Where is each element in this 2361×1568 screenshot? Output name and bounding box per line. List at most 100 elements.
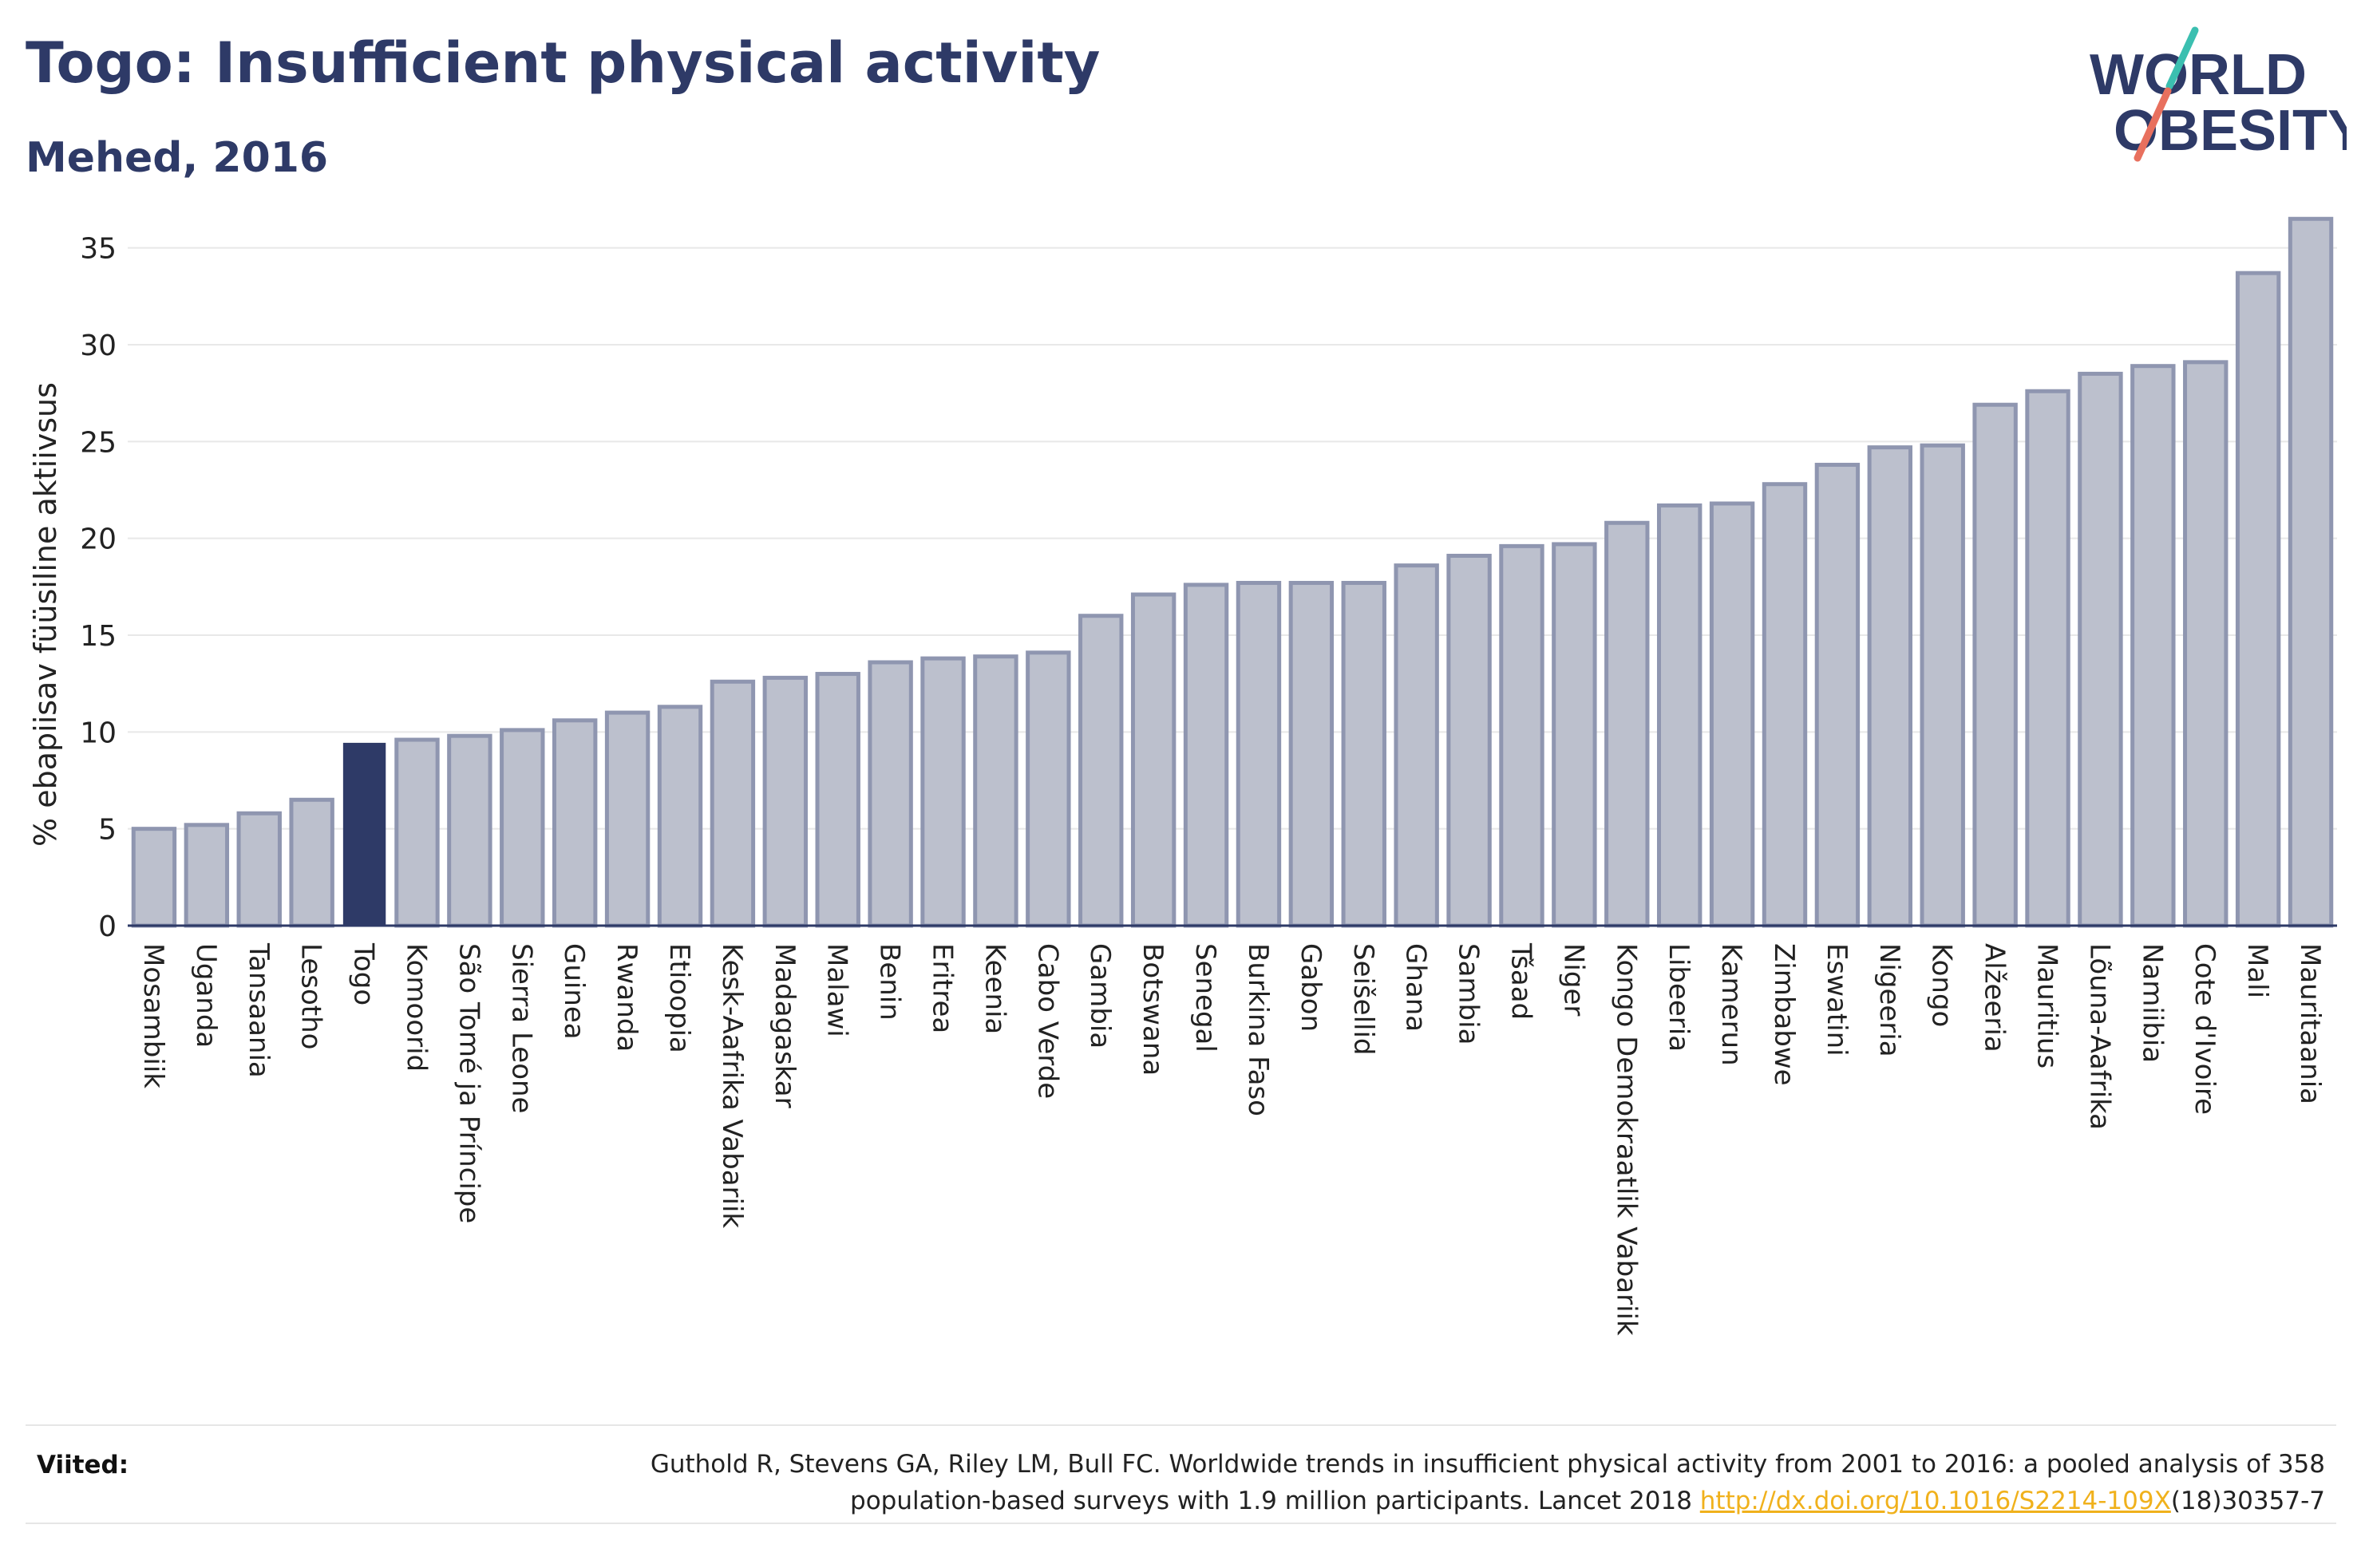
- bar-sambia: [1446, 554, 1492, 928]
- x-tick-label: Rwanda: [611, 943, 643, 1052]
- logo-text-world: WORLD: [2090, 43, 2307, 107]
- x-tick-label: Libeeria: [1663, 943, 1695, 1052]
- world-obesity-logo: WORLD OBESITY: [2090, 26, 2347, 163]
- bar-lesotho: [289, 797, 334, 928]
- x-tick-label: Namiibia: [2136, 943, 2168, 1063]
- source-citation: Guthold R, Stevens GA, Riley LM, Bull FC…: [489, 1446, 2325, 1519]
- bar-mauritius: [2025, 389, 2070, 928]
- bars: [131, 216, 2334, 928]
- x-tick-label: Mauritius: [2031, 943, 2063, 1068]
- x-tick-label: Malawi: [821, 943, 853, 1037]
- y-tick-label: 30: [80, 330, 117, 362]
- bar-cabo-verde: [1026, 650, 1071, 928]
- x-tick-label: Seišellid: [1347, 943, 1379, 1056]
- x-tick-label: Zimbabwe: [1768, 943, 1800, 1086]
- x-tick-label: Mosambiik: [137, 943, 169, 1088]
- bar-namiibia: [2130, 364, 2176, 928]
- bar-kongo-demokraatlik-vabariik: [1604, 520, 1650, 928]
- bar-niger: [1552, 542, 1597, 928]
- x-tick-label: Nigeeria: [1873, 943, 1905, 1057]
- bar-mali: [2235, 271, 2281, 928]
- source-doi-link[interactable]: http://dx.doi.org/10.1016/S2214-109X: [1699, 1487, 2171, 1515]
- x-tick-label: São Tomé ja Príncipe: [453, 943, 484, 1223]
- bar-sierra-leone: [500, 728, 545, 928]
- x-tick-label: Madagaskar: [769, 943, 801, 1108]
- y-tick-label: 25: [80, 426, 117, 459]
- x-tick-label: Sambia: [1453, 943, 1485, 1045]
- chart-title: Togo: Insufficient physical activity: [26, 30, 1101, 96]
- x-tick-label: Kamerun: [1715, 943, 1747, 1066]
- x-tick-label: Tšaad: [1505, 942, 1536, 1020]
- x-tick-label: Kongo Demokraatlik Vabariik: [1610, 943, 1642, 1336]
- bar-komoorid: [394, 737, 440, 928]
- bar-gabon: [1288, 580, 1335, 928]
- x-tick-label: Gabon: [1295, 943, 1327, 1032]
- x-tick-label: Komoorid: [400, 943, 432, 1072]
- bar-sei-ellid: [1341, 580, 1386, 928]
- x-tick-label: Etioopia: [663, 943, 695, 1053]
- bar-eritrea: [920, 656, 966, 928]
- x-tick-label: Eswatini: [1821, 943, 1853, 1057]
- bar-al-eeria: [1972, 402, 2018, 928]
- x-tick-label: Mali: [2241, 943, 2273, 998]
- bar-ghana: [1394, 563, 1439, 928]
- x-tick-label: Keenia: [979, 943, 1010, 1034]
- bar-kesk-aafrika-vabariik: [710, 679, 756, 928]
- source-line-2-suffix: (18)30357-7: [2170, 1487, 2325, 1515]
- bar-botswana: [1130, 592, 1177, 928]
- y-tick-label: 10: [80, 717, 117, 749]
- x-tick-label: Kongo: [1926, 943, 1958, 1027]
- bar-t-aad: [1499, 543, 1544, 928]
- y-tick-label: 0: [98, 910, 117, 943]
- bar-mauritaania: [2288, 216, 2334, 928]
- x-tick-label: Lõuna-Aafrika: [2083, 943, 2115, 1130]
- x-tick-label: Tansaania: [243, 942, 275, 1078]
- x-tick-label: Botswana: [1137, 943, 1169, 1076]
- x-tick-label: Lesotho: [295, 943, 327, 1049]
- x-tick-label: Mauritaania: [2294, 943, 2326, 1104]
- bar-kamerun: [1709, 501, 1755, 928]
- bar-nigeeria: [1867, 445, 1913, 928]
- y-axis-label: % ebapiisav füüsiline aktiivsus: [28, 382, 63, 847]
- x-tick-label: Guinea: [558, 943, 590, 1040]
- x-tick-label: Benin: [874, 943, 906, 1021]
- bar-keenia: [973, 654, 1018, 928]
- y-tick-label: 35: [80, 233, 117, 266]
- x-tick-label: Uganda: [190, 943, 222, 1048]
- bar-zimbabwe: [1762, 482, 1808, 928]
- bar-s-o-tom-ja-pr-ncipe: [447, 733, 492, 928]
- y-tick-label: 20: [80, 523, 117, 556]
- bar-etioopia: [657, 705, 703, 928]
- x-tick-label: Alžeeria: [1979, 943, 2011, 1053]
- bar-senegal: [1183, 583, 1229, 928]
- bar-malawi: [815, 672, 860, 928]
- x-tick-label: Sierra Leone: [505, 943, 537, 1113]
- chart-subtitle: Mehed, 2016: [26, 134, 329, 182]
- references-label: Viited:: [37, 1451, 129, 1479]
- y-tick-label: 5: [98, 814, 117, 847]
- bar-l-una-aafrika: [2078, 371, 2123, 928]
- bar-guinea: [552, 718, 598, 928]
- bar-cote-d-ivoire: [2183, 360, 2229, 928]
- bar-gambia: [1078, 614, 1124, 928]
- footer-divider-bottom: [26, 1523, 2336, 1524]
- source-line-2-prefix: population-based surveys with 1.9 millio…: [850, 1487, 1700, 1515]
- bar-burkina-faso: [1236, 580, 1282, 928]
- bar-uganda: [184, 823, 230, 928]
- x-tick-label: Niger: [1557, 943, 1589, 1016]
- bar-rwanda: [604, 710, 651, 928]
- bar-tansaania: [236, 811, 282, 928]
- axes: 0 5 10 15 20 25 30 35: [80, 233, 2337, 943]
- logo-slash-top: [2165, 26, 2199, 90]
- x-tick-label: Cote d'Ivoire: [2189, 943, 2221, 1115]
- y-tick-label: 15: [80, 620, 117, 653]
- x-tick-label: Senegal: [1189, 943, 1221, 1053]
- bar-eswatini: [1814, 462, 1861, 928]
- bar-kongo: [1920, 443, 1965, 928]
- x-tick-label: Cabo Verde: [1031, 943, 1063, 1099]
- bar-mosambiik: [131, 827, 177, 928]
- source-line-1: Guthold R, Stevens GA, Riley LM, Bull FC…: [650, 1450, 2325, 1479]
- category-labels: Mosambiik Uganda Tansaania Lesotho Togo Komoo…: [137, 942, 2326, 1336]
- x-tick-label: Burkina Faso: [1242, 943, 1274, 1116]
